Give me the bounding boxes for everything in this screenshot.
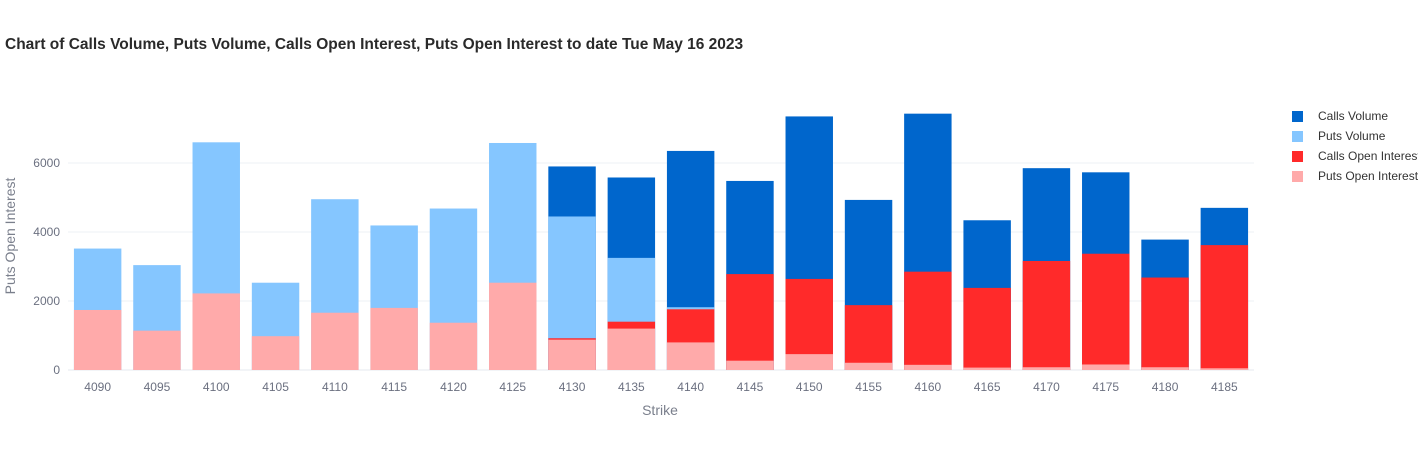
x-tick-label: 4115 [381, 380, 407, 394]
bar-puts-open-interest[interactable] [489, 282, 537, 370]
bar-puts-open-interest[interactable] [1141, 367, 1189, 370]
legend-label: Calls Open Interest [1318, 149, 1418, 163]
legend: Calls Volume Puts Volume Calls Open Intere… [1292, 106, 1418, 186]
x-tick-label: 4180 [1152, 380, 1179, 394]
x-tick-label: 4105 [262, 380, 289, 394]
x-tick-label: 4100 [203, 380, 230, 394]
bar-puts-open-interest[interactable] [548, 339, 596, 370]
bar-puts-open-interest[interactable] [133, 330, 181, 370]
legend-item[interactable]: Calls Volume [1292, 106, 1418, 126]
bar-puts-open-interest[interactable] [607, 328, 656, 370]
x-tick-label: 4135 [618, 380, 645, 394]
bar-calls-open-interest[interactable] [963, 287, 1011, 370]
bar-puts-open-interest[interactable] [785, 354, 833, 370]
x-tick-label: 4125 [499, 380, 526, 394]
bar-puts-open-interest[interactable] [1082, 364, 1130, 370]
bar-puts-open-interest[interactable] [1022, 367, 1071, 370]
x-tick-label: 4090 [84, 380, 111, 394]
bar-puts-open-interest[interactable] [370, 307, 418, 370]
legend-label: Puts Open Interest [1318, 169, 1418, 183]
bar-puts-open-interest[interactable] [963, 367, 1011, 370]
bar-puts-open-interest[interactable] [429, 322, 478, 370]
x-tick-label: 4150 [796, 380, 823, 394]
x-tick-label: 4095 [144, 380, 171, 394]
y-tick-label: 4000 [33, 225, 60, 239]
bar-puts-open-interest[interactable] [726, 360, 774, 370]
legend-swatch [1292, 170, 1303, 182]
x-tick-label: 4185 [1211, 380, 1238, 394]
legend-label: Puts Volume [1318, 129, 1386, 143]
x-tick-label: 4170 [1033, 380, 1060, 394]
chart-title: Chart of Calls Volume, Puts Volume, Call… [5, 36, 744, 53]
x-tick-label: 4120 [440, 380, 467, 394]
y-axis-title: Puts Open Interest [2, 178, 18, 295]
bar-puts-open-interest[interactable] [311, 312, 359, 370]
legend-swatch [1292, 150, 1303, 162]
legend-swatch [1292, 130, 1303, 142]
legend-item[interactable]: Calls Open Interest [1292, 146, 1418, 166]
y-tick-label: 2000 [33, 294, 60, 308]
bar-puts-open-interest[interactable] [904, 364, 952, 370]
bar-calls-open-interest[interactable] [1141, 277, 1189, 370]
bars [73, 113, 1249, 370]
bar-puts-open-interest[interactable] [844, 362, 893, 370]
x-tick-label: 4155 [855, 380, 882, 394]
legend-label: Calls Volume [1318, 109, 1389, 123]
bar-calls-open-interest[interactable] [1082, 253, 1130, 370]
x-tick-label: 4130 [559, 380, 586, 394]
legend-swatch [1292, 110, 1303, 122]
bar-puts-open-interest[interactable] [251, 336, 300, 370]
x-tick-label: 4145 [737, 380, 764, 394]
legend-item[interactable]: Puts Open Interest [1292, 166, 1418, 186]
bar-calls-open-interest[interactable] [904, 271, 952, 370]
bar-calls-open-interest[interactable] [1200, 245, 1249, 370]
x-axis-ticks: 4090 4095 4100 4105 4110 4115 4120 4125 4130 4135… [84, 380, 1238, 394]
x-tick-label: 4110 [322, 380, 348, 394]
x-axis-title: Strike [642, 402, 678, 418]
y-tick-label: 0 [53, 363, 60, 377]
gridlines [68, 162, 1254, 371]
bar-puts-open-interest[interactable] [1200, 368, 1249, 370]
y-axis-ticks: 0 2000 4000 6000 [33, 156, 60, 377]
x-tick-label: 4175 [1092, 380, 1119, 394]
x-tick-label: 4165 [974, 380, 1001, 394]
x-tick-label: 4160 [914, 380, 941, 394]
x-tick-label: 4140 [677, 380, 704, 394]
y-tick-label: 6000 [33, 156, 60, 170]
bar-puts-open-interest[interactable] [192, 293, 240, 370]
bar-puts-open-interest[interactable] [73, 309, 122, 370]
bar-calls-open-interest[interactable] [1022, 260, 1071, 370]
legend-item[interactable]: Puts Volume [1292, 126, 1418, 146]
bar-calls-open-interest[interactable] [726, 274, 774, 370]
bar-puts-open-interest[interactable] [666, 342, 715, 370]
bar-calls-open-interest[interactable] [844, 305, 893, 370]
